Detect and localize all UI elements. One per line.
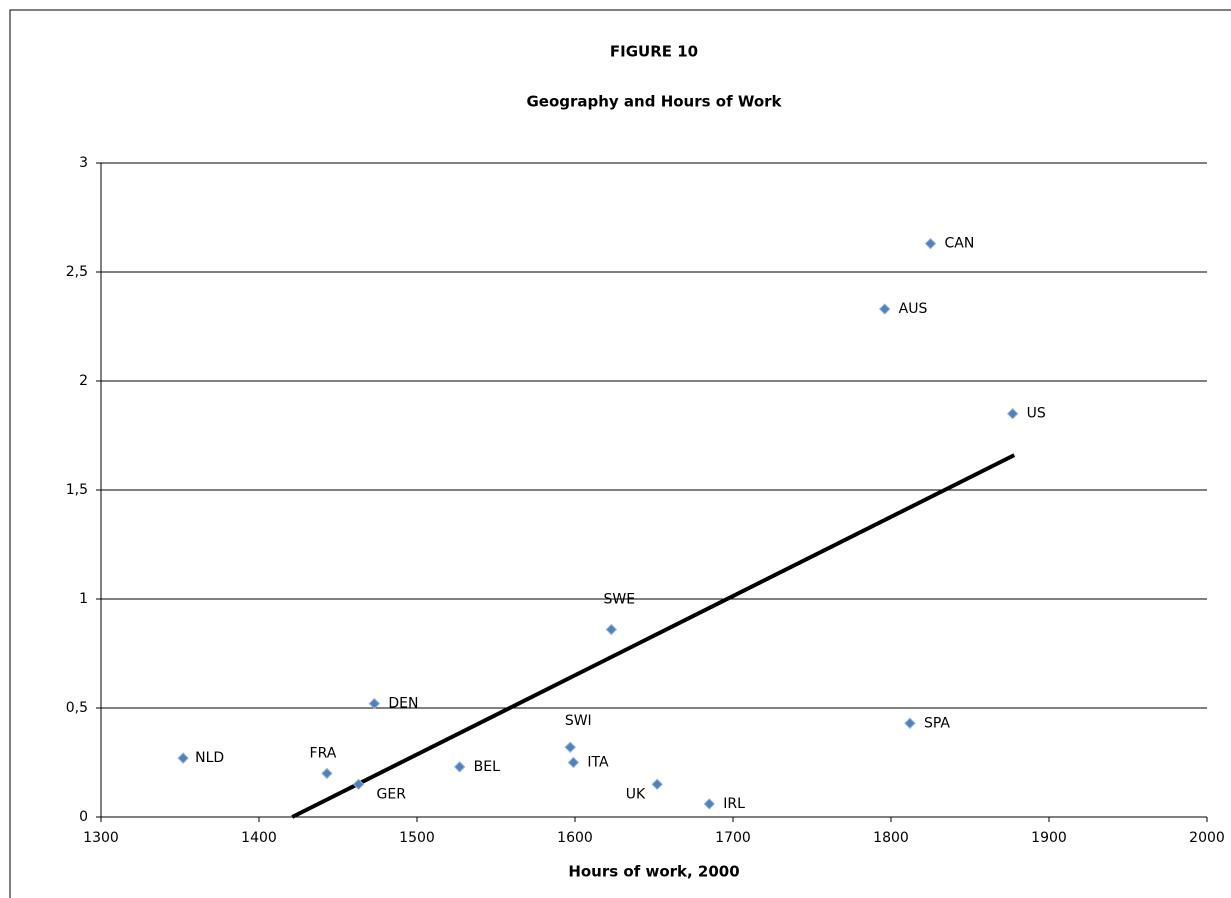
x-axis-label: Hours of work, 2000 <box>568 863 739 881</box>
chart-frame <box>9 9 1231 898</box>
data-point <box>352 778 365 791</box>
point-label: BEL <box>474 759 500 775</box>
data-point <box>1006 407 1019 420</box>
point-label: DEN <box>388 696 418 712</box>
data-point <box>703 798 716 810</box>
y-tick-label: 1 <box>79 591 88 607</box>
point-label: AUS <box>899 301 928 317</box>
y-tick-label: 3 <box>79 155 88 171</box>
point-label: FRA <box>310 745 337 761</box>
point-label: SPA <box>924 715 950 731</box>
x-tick-label: 1800 <box>873 830 909 846</box>
y-tick-label: 0 <box>79 809 88 825</box>
x-tick-label: 1700 <box>715 830 751 846</box>
data-point <box>878 303 891 315</box>
data-point <box>564 741 576 753</box>
point-label: SWE <box>604 592 636 608</box>
data-point <box>605 623 618 636</box>
x-tick-label: 1300 <box>83 830 119 846</box>
x-tick-label: 1900 <box>1031 830 1067 846</box>
point-label: GER <box>377 786 407 802</box>
x-tick-label: 1400 <box>241 830 277 846</box>
chart-title: FIGURE 10 <box>610 43 698 61</box>
point-label: CAN <box>945 236 975 252</box>
data-point <box>651 778 663 791</box>
data-point <box>567 756 580 769</box>
y-tick-label: 2,5 <box>66 264 88 280</box>
x-tick-label: 2000 <box>1189 830 1225 846</box>
point-label: UK <box>626 786 646 802</box>
y-tick-label: 2 <box>79 373 88 389</box>
y-tick-label: 1,5 <box>66 482 88 498</box>
chart-subtitle: Geography and Hours of Work <box>526 93 782 111</box>
point-label: NLD <box>195 750 224 766</box>
x-tick-label: 1600 <box>557 830 593 846</box>
data-point <box>904 717 916 729</box>
data-point <box>453 761 466 773</box>
point-label: IRL <box>723 796 745 812</box>
trend-line <box>291 453 1016 819</box>
y-tick-label: 0,5 <box>66 700 88 716</box>
point-label: US <box>1027 406 1046 422</box>
point-label: ITA <box>587 755 609 771</box>
data-point <box>924 237 937 250</box>
x-tick-label: 1500 <box>399 830 435 846</box>
data-point <box>368 697 381 710</box>
data-point <box>321 767 333 780</box>
data-point <box>177 752 189 764</box>
point-label: SWI <box>565 713 592 729</box>
